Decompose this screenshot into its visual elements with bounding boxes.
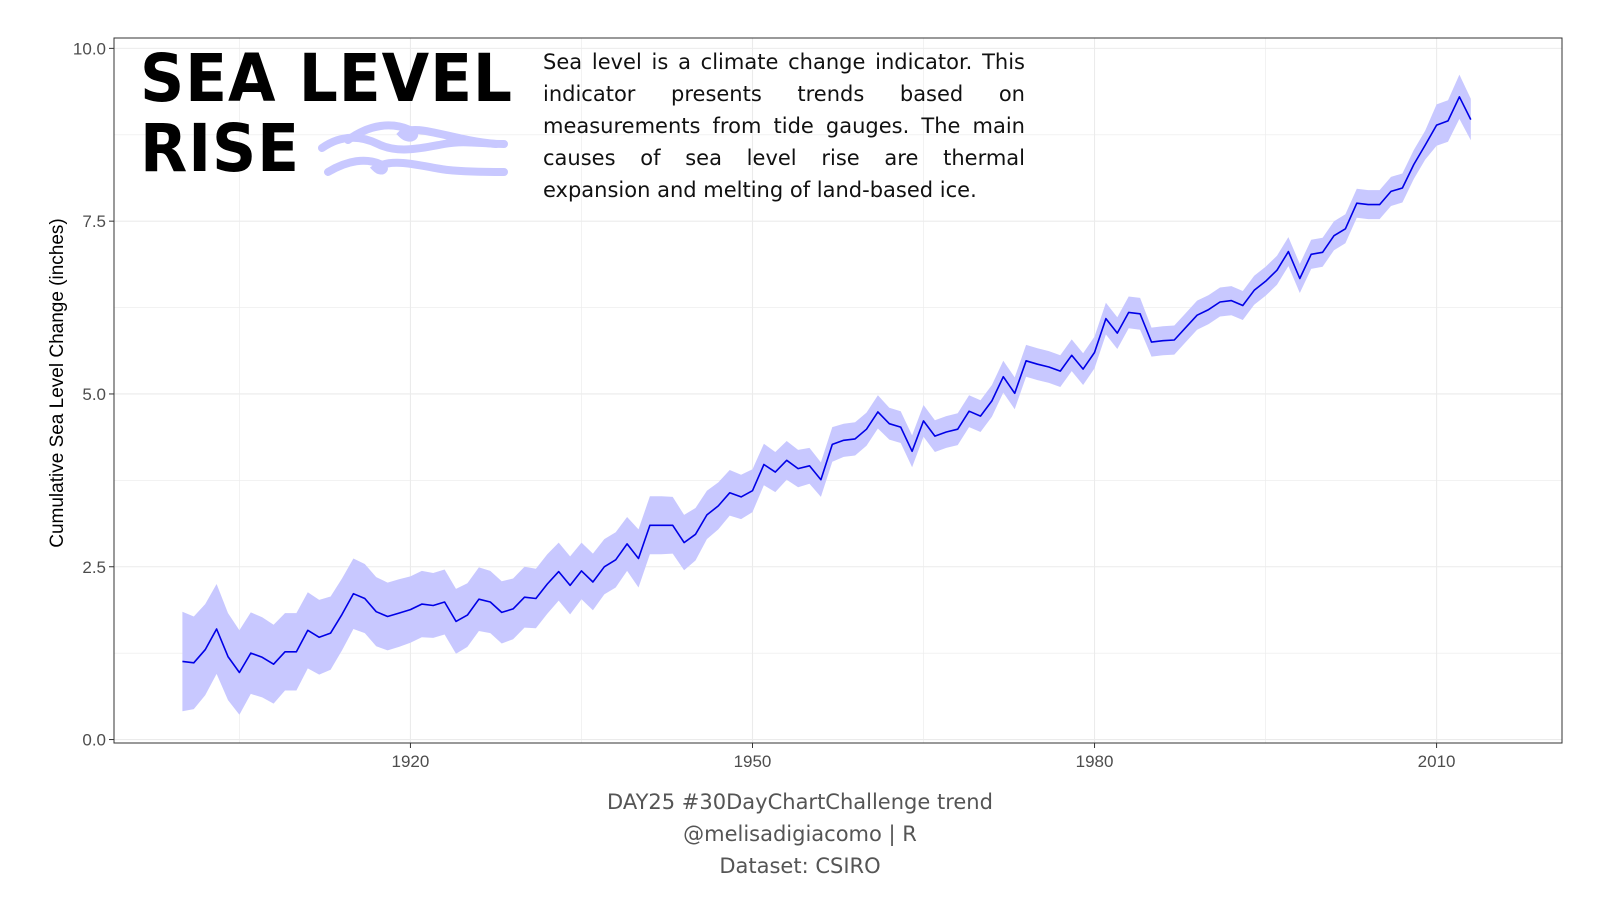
- chart-subtitle: Sea level is a climate change indicator.…: [543, 50, 1025, 202]
- caption-line-2: @melisadigiacomo | R: [683, 822, 917, 846]
- minor-gridlines: [114, 38, 1562, 743]
- x-tick-label: 1980: [1076, 752, 1114, 771]
- caption-line-3: Dataset: CSIRO: [719, 854, 881, 878]
- caption: DAY25 #30DayChartChallenge trend @melisa…: [0, 786, 1600, 882]
- y-tick-label: 10.0: [73, 39, 106, 58]
- panel-border: [113, 37, 1563, 744]
- sea-level-line: [182, 96, 1472, 674]
- x-tick-label: 1920: [392, 752, 430, 771]
- caption-line-1: DAY25 #30DayChartChallenge trend: [607, 790, 993, 814]
- y-axis: 0.0 2.5 5.0 7.5 10.0: [73, 39, 114, 750]
- y-tick-label: 2.5: [82, 558, 106, 577]
- x-axis: 1920 1950 1980 2010: [392, 743, 1456, 771]
- title-line-1: SEA LEVEL: [140, 40, 513, 117]
- y-axis-title: Cumulative Sea Level Change (inches): [47, 218, 68, 548]
- confidence-ribbon-layer: [182, 74, 1471, 715]
- y-tick-label: 7.5: [82, 212, 106, 231]
- chart-title: SEA LEVEL RISE: [140, 44, 513, 184]
- wave-icon: [318, 121, 508, 176]
- y-tick-label: 0.0: [82, 731, 106, 750]
- sea-level-line-layer: [182, 96, 1472, 674]
- x-tick-label: 1950: [734, 752, 772, 771]
- x-tick-label: 2010: [1418, 752, 1456, 771]
- confidence-ribbon: [182, 74, 1471, 715]
- title-line-2: RISE: [140, 110, 300, 187]
- y-tick-label: 5.0: [82, 385, 106, 404]
